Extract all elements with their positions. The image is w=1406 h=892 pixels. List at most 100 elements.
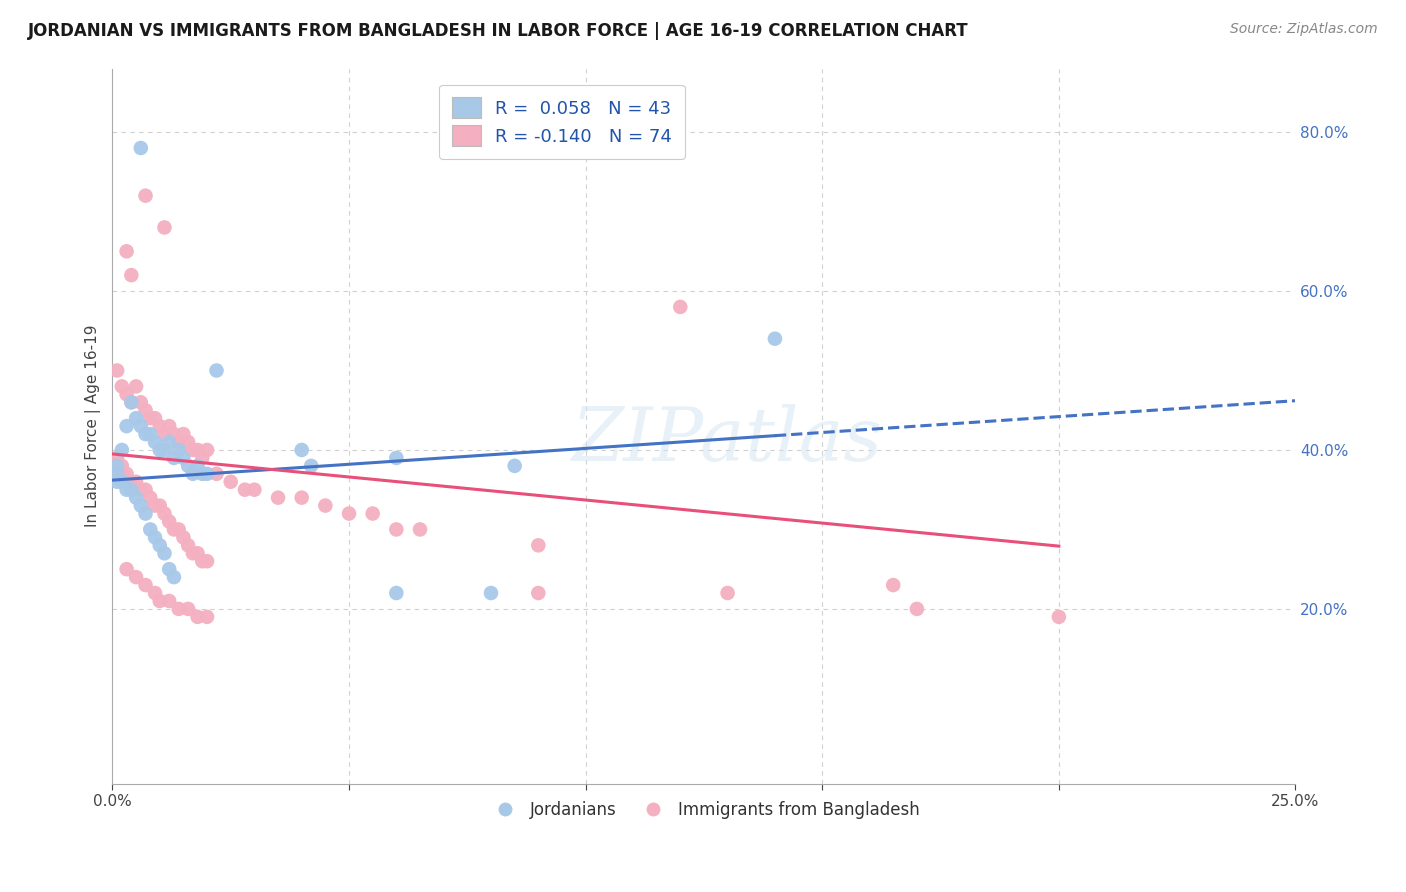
Point <box>181 546 204 560</box>
Point <box>149 442 172 457</box>
Point <box>143 530 166 544</box>
Point <box>135 403 157 417</box>
Legend: Jordanians, Immigrants from Bangladesh: Jordanians, Immigrants from Bangladesh <box>481 794 927 825</box>
Point <box>187 442 209 457</box>
Point <box>291 491 314 505</box>
Point <box>125 570 148 584</box>
Point <box>139 523 162 537</box>
Point <box>267 491 290 505</box>
Point <box>243 483 266 497</box>
Point <box>135 507 157 521</box>
Point <box>129 499 152 513</box>
Point <box>149 499 172 513</box>
Point <box>195 442 218 457</box>
Point <box>120 475 142 489</box>
Point <box>191 554 214 568</box>
Point <box>163 427 186 442</box>
Point <box>111 467 134 481</box>
Point <box>125 379 148 393</box>
Point <box>105 450 128 465</box>
Point <box>163 570 186 584</box>
Point <box>187 458 209 473</box>
Point <box>129 141 152 155</box>
Point <box>153 507 176 521</box>
Point <box>314 499 336 513</box>
Point <box>503 458 526 473</box>
Point <box>149 538 172 552</box>
Point <box>115 467 138 481</box>
Point <box>120 268 142 282</box>
Point <box>105 475 128 489</box>
Point <box>167 523 190 537</box>
Point <box>135 427 157 442</box>
Point <box>111 458 134 473</box>
Point <box>163 523 186 537</box>
Point <box>111 442 134 457</box>
Point <box>125 491 148 505</box>
Point <box>177 602 200 616</box>
Point <box>167 435 190 450</box>
Point <box>115 562 138 576</box>
Point <box>527 538 550 552</box>
Point <box>195 610 218 624</box>
Point <box>139 491 162 505</box>
Point <box>143 411 166 425</box>
Point <box>205 467 228 481</box>
Point <box>153 442 176 457</box>
Point <box>129 483 152 497</box>
Point <box>385 586 408 600</box>
Point <box>135 188 157 202</box>
Point <box>149 419 172 434</box>
Point <box>167 442 190 457</box>
Point <box>143 435 166 450</box>
Point <box>172 427 194 442</box>
Point <box>172 450 194 465</box>
Point <box>882 578 904 592</box>
Point <box>409 523 432 537</box>
Point <box>115 419 138 434</box>
Point <box>195 467 218 481</box>
Point <box>143 586 166 600</box>
Point <box>149 594 172 608</box>
Point <box>153 546 176 560</box>
Point <box>167 602 190 616</box>
Point <box>105 458 128 473</box>
Point <box>143 499 166 513</box>
Point <box>111 475 134 489</box>
Point <box>291 442 314 457</box>
Point <box>191 450 214 465</box>
Point <box>361 507 384 521</box>
Point <box>157 562 180 576</box>
Point <box>205 363 228 377</box>
Point <box>153 220 176 235</box>
Point <box>669 300 692 314</box>
Point <box>763 332 786 346</box>
Point <box>139 411 162 425</box>
Point <box>111 379 134 393</box>
Text: JORDANIAN VS IMMIGRANTS FROM BANGLADESH IN LABOR FORCE | AGE 16-19 CORRELATION C: JORDANIAN VS IMMIGRANTS FROM BANGLADESH … <box>28 22 969 40</box>
Point <box>153 427 176 442</box>
Point <box>129 419 152 434</box>
Text: Source: ZipAtlas.com: Source: ZipAtlas.com <box>1230 22 1378 37</box>
Point <box>135 483 157 497</box>
Point <box>157 419 180 434</box>
Point <box>115 387 138 401</box>
Point <box>157 515 180 529</box>
Point <box>181 442 204 457</box>
Point <box>385 450 408 465</box>
Point <box>233 483 256 497</box>
Point <box>135 578 157 592</box>
Point <box>157 435 180 450</box>
Point <box>177 458 200 473</box>
Point <box>191 467 214 481</box>
Point <box>299 458 322 473</box>
Point <box>120 395 142 409</box>
Point <box>177 435 200 450</box>
Point <box>337 507 360 521</box>
Point <box>157 594 180 608</box>
Point <box>139 427 162 442</box>
Point <box>115 244 138 259</box>
Y-axis label: In Labor Force | Age 16-19: In Labor Force | Age 16-19 <box>86 325 101 527</box>
Point <box>177 538 200 552</box>
Point <box>181 467 204 481</box>
